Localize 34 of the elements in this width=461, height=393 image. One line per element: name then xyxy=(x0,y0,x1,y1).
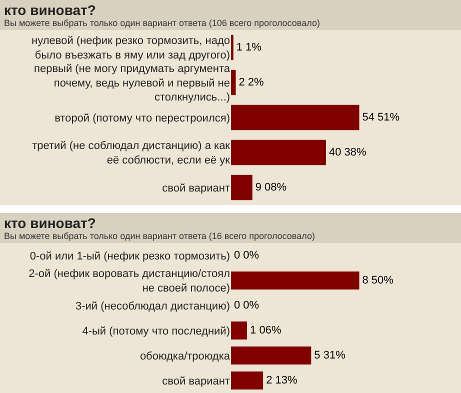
text: кто виноват? xyxy=(4,215,97,231)
bar xyxy=(231,104,360,130)
text: кто виноват? xyxy=(4,2,97,18)
data-label: 1 06% xyxy=(250,324,282,336)
data-label: 1 1% xyxy=(236,42,262,54)
chart-subtitle: Вы можете выбрать только один вариант ответа (106 всего проголосовало) xyxy=(4,18,321,28)
y-tick-label: нулевой (нефик резко тормозить, надо было въезжать в яму или зад другого) xyxy=(32,35,230,62)
bar xyxy=(231,272,360,290)
y-tick-label: свой вариант xyxy=(162,375,230,388)
data-label: 0 0% xyxy=(234,300,260,312)
bar xyxy=(231,70,236,96)
data-label: 40 38% xyxy=(329,146,367,158)
y-tick-label: 2-ой (нефик воровать дистанцию/стоял не своей полосе) xyxy=(28,268,230,294)
y-tick-label: обоюдка/троюдка xyxy=(140,350,231,362)
y-tick-label: 4-ый (потому что последний) xyxy=(82,325,230,338)
bar xyxy=(231,140,326,166)
y-tick-label: 3-ий (несоблюдал дистанцию) xyxy=(76,300,230,312)
y-tick-label: свой вариант xyxy=(162,182,230,194)
data-label: 2 2% xyxy=(238,76,264,88)
data-label: 0 0% xyxy=(234,250,260,262)
data-label: 54 51% xyxy=(362,112,400,124)
bar xyxy=(231,372,264,390)
chart-subtitle: Вы можете выбрать только один вариант ответа (16 всего проголосовало) xyxy=(4,231,316,241)
bar xyxy=(231,346,312,364)
y-tick-label: 0-ой или 1-ый (нефик резко тормозить) xyxy=(30,250,230,262)
data-label: 5 31% xyxy=(314,350,346,362)
y-tick-label: второй (потому что перестроился) xyxy=(54,112,230,124)
bar xyxy=(231,174,252,200)
data-label: 2 13% xyxy=(266,374,298,386)
y-tick-label: первый (не могу придумать аргумента почему, ведь нулевой и первый не столкнулись...) xyxy=(34,63,231,104)
y-tick-label: третий (не соблюдал дистанцию) а как её соблюсти, если её ук xyxy=(32,140,230,166)
bar xyxy=(231,322,248,340)
data-label: 8 50% xyxy=(362,274,394,286)
data-label: 9 08% xyxy=(255,182,287,194)
